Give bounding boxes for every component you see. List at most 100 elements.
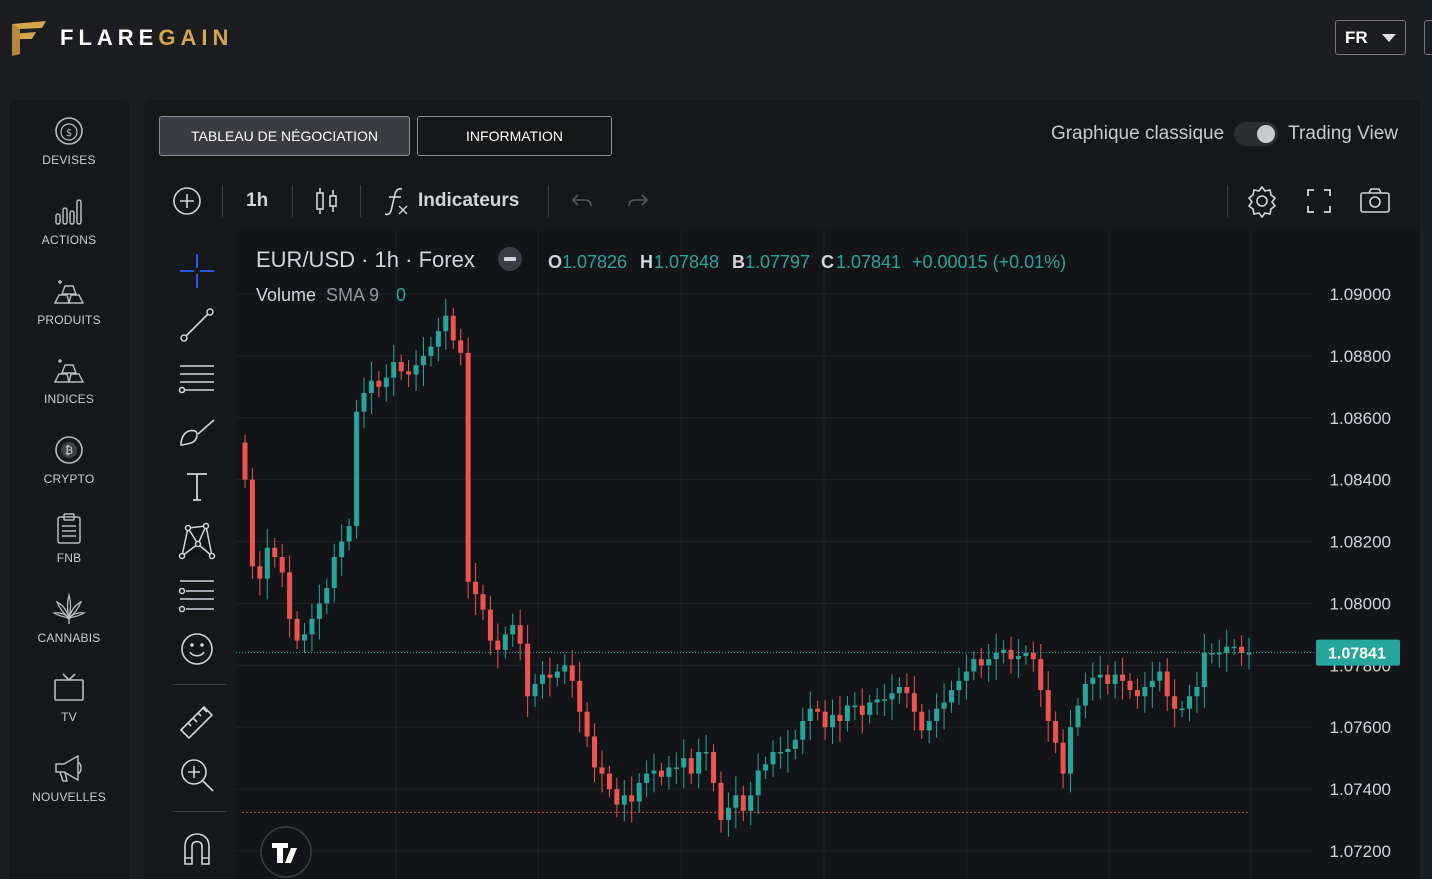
fib-tool[interactable] [176, 574, 218, 616]
pattern-tool[interactable] [176, 520, 218, 562]
candle-body [718, 782, 724, 821]
add-symbol-button[interactable] [170, 172, 204, 230]
price-tick-label: 1.07400 [1330, 780, 1391, 799]
price-tick-label: 1.08000 [1330, 594, 1391, 613]
sidebar-item-actions[interactable]: ACTIONS [9, 194, 129, 264]
candle-body [911, 693, 917, 712]
crosshair-tool[interactable] [176, 250, 218, 292]
redo-button[interactable] [624, 172, 652, 230]
candle-body [763, 764, 769, 771]
price-axis[interactable]: 1.09000 1.08800 1.08600 1.08400 1.08200 1.080… [1330, 285, 1391, 861]
measure-tool[interactable] [176, 700, 218, 742]
undo-icon [571, 194, 592, 207]
horizontal-lines-tool[interactable] [176, 358, 218, 400]
high-value: 1.07848 [654, 252, 719, 272]
candle-body [673, 767, 679, 769]
plus-circle-icon [173, 187, 201, 215]
user-menu-button[interactable] [1424, 20, 1432, 55]
candle-body [1187, 696, 1193, 709]
candle-body [770, 751, 776, 765]
candle-body [1097, 674, 1103, 678]
logo[interactable]: FLAREGAIN [8, 18, 233, 58]
sidebar-item-label: FNB [56, 551, 82, 565]
sidebar-item-label: PRODUITS [37, 313, 101, 327]
chart-settings-button[interactable] [1245, 172, 1279, 230]
interval-button[interactable]: 1h [246, 190, 269, 211]
candle-body [889, 693, 895, 700]
logo-text: FLAREGAIN [60, 25, 233, 51]
candle-body [376, 380, 382, 387]
chart-view-switch[interactable] [1234, 122, 1279, 146]
candle-body [413, 365, 419, 375]
candlestick-series [242, 298, 1252, 837]
sidebar-item-cannabis[interactable]: CANNABIS [9, 592, 129, 662]
candle-body [807, 708, 813, 722]
candle-body [1075, 705, 1081, 728]
candle-body [450, 315, 456, 341]
candle-body [510, 625, 516, 635]
text-tool[interactable] [176, 466, 218, 508]
trend-line-icon [180, 308, 214, 342]
brush-tool[interactable] [176, 412, 218, 454]
candle-body [971, 659, 977, 672]
megaphone-icon [55, 754, 82, 782]
candle-body [361, 393, 367, 412]
candle-body [815, 708, 821, 712]
chart-type-button[interactable] [312, 172, 342, 230]
high-label: H [640, 252, 653, 272]
candle-body [1060, 742, 1066, 774]
tradingview-logo[interactable] [260, 826, 312, 878]
chart-container [152, 172, 1420, 879]
candle-body [1194, 686, 1200, 697]
candle-body [562, 665, 568, 672]
candle-body [1157, 671, 1163, 681]
sidebar-item-nouvelles[interactable]: NOUVELLES [9, 751, 129, 821]
toolbar-divider [222, 185, 223, 217]
candle-body [1231, 646, 1237, 649]
candle-body [517, 625, 523, 644]
candle-body [800, 721, 806, 740]
candle-body [257, 566, 263, 579]
emoji-tool[interactable] [176, 628, 218, 670]
candle-body [956, 680, 962, 691]
candle-body [1038, 659, 1044, 691]
candle-body [1201, 652, 1207, 687]
sidebar-item-fnb[interactable]: FNB [9, 512, 129, 582]
sidebar-item-produits[interactable]: PRODUITS [9, 274, 129, 344]
sidebar-item-tv[interactable]: TV [9, 671, 129, 741]
candle-body [874, 699, 880, 703]
indicators-button[interactable]: Indicateurs [382, 172, 519, 230]
sidebar-item-crypto[interactable]: ₿ CRYPTO [9, 433, 129, 503]
candle-body [324, 587, 330, 604]
candle-body [606, 773, 612, 790]
fullscreen-button[interactable] [1303, 172, 1335, 230]
candle-body [383, 377, 389, 387]
hide-legend-button[interactable] [498, 247, 522, 271]
language-select[interactable]: FR [1335, 20, 1406, 55]
magnet-tool[interactable] [176, 828, 218, 870]
undo-button[interactable] [568, 172, 596, 230]
candle-body [547, 674, 553, 678]
svg-text:$: $ [66, 128, 72, 139]
last-price-text: 1.07841 [1328, 646, 1386, 663]
last-price-label: 1.07841 [1316, 639, 1400, 666]
indicators-label: Indicateurs [418, 190, 520, 211]
tab-trading-board[interactable]: TABLEAU DE NÉGOCIATION [159, 116, 410, 156]
tab-information[interactable]: INFORMATION [417, 116, 612, 156]
sidebar-item-devises[interactable]: $ DEVISES [9, 114, 129, 184]
candle-body [986, 659, 992, 666]
candle-body [1105, 674, 1111, 684]
candle-body [346, 526, 352, 542]
sidebar-item-label: CRYPTO [43, 472, 95, 486]
trend-line-tool[interactable] [176, 304, 218, 346]
candle-body [435, 331, 441, 347]
price-chart[interactable]: 1.09000 1.08800 1.08600 1.08400 1.08200 1.080… [236, 230, 1420, 879]
candle-body [703, 751, 709, 754]
screenshot-button[interactable] [1358, 172, 1392, 230]
zoom-tool[interactable] [176, 754, 218, 796]
bar-chart-icon [55, 199, 82, 225]
sidebar-item-indices[interactable]: INDICES [9, 353, 129, 423]
sidebar-item-label: ACTIONS [41, 233, 97, 247]
candle-body [1082, 683, 1088, 706]
candle-body [264, 547, 270, 579]
